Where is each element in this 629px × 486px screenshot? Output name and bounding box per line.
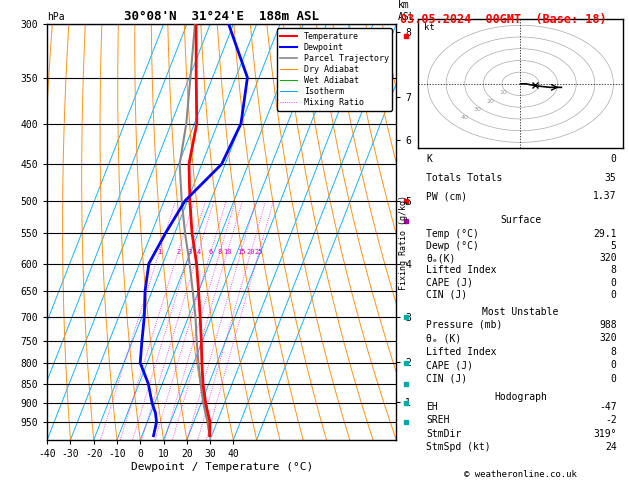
Legend: Temperature, Dewpoint, Parcel Trajectory, Dry Adiabat, Wet Adiabat, Isotherm, Mi: Temperature, Dewpoint, Parcel Trajectory… <box>277 29 392 111</box>
Text: EH: EH <box>426 402 438 412</box>
Text: Lifted Index: Lifted Index <box>426 347 497 357</box>
Text: 5: 5 <box>611 241 616 251</box>
Text: 8: 8 <box>218 248 222 255</box>
Text: 30: 30 <box>474 107 481 112</box>
Text: 20: 20 <box>247 248 255 255</box>
Text: 15: 15 <box>237 248 245 255</box>
Text: Most Unstable: Most Unstable <box>482 307 559 317</box>
Text: 0: 0 <box>611 154 616 164</box>
Text: 1: 1 <box>157 248 162 255</box>
X-axis label: Dewpoint / Temperature (°C): Dewpoint / Temperature (°C) <box>131 462 313 471</box>
Text: Temp (°C): Temp (°C) <box>426 229 479 239</box>
Text: StmSpd (kt): StmSpd (kt) <box>426 442 491 452</box>
Text: CAPE (J): CAPE (J) <box>426 278 474 288</box>
Text: 1.37: 1.37 <box>593 191 616 201</box>
Text: SREH: SREH <box>426 415 450 425</box>
Text: 20: 20 <box>487 99 494 104</box>
Text: 24: 24 <box>605 442 616 452</box>
Text: CAPE (J): CAPE (J) <box>426 360 474 370</box>
Text: kt: kt <box>424 23 435 32</box>
Text: hPa: hPa <box>47 12 65 22</box>
Text: 988: 988 <box>599 320 616 330</box>
Text: 0: 0 <box>611 278 616 288</box>
Text: 2: 2 <box>176 248 181 255</box>
Text: 8: 8 <box>611 347 616 357</box>
Text: θₑ(K): θₑ(K) <box>426 253 456 263</box>
Text: StmDir: StmDir <box>426 429 462 438</box>
Text: © weatheronline.co.uk: © weatheronline.co.uk <box>464 469 577 479</box>
Text: 4: 4 <box>196 248 201 255</box>
Text: Pressure (mb): Pressure (mb) <box>426 320 503 330</box>
Text: km
ASL: km ASL <box>398 0 415 22</box>
Text: 10: 10 <box>223 248 231 255</box>
Text: 10: 10 <box>500 90 508 95</box>
Text: 40: 40 <box>460 115 468 121</box>
Text: 0: 0 <box>611 290 616 300</box>
Text: 35: 35 <box>605 173 616 183</box>
Text: 8: 8 <box>611 265 616 276</box>
Text: -47: -47 <box>599 402 616 412</box>
Text: Fixing Ratio (g/kg): Fixing Ratio (g/kg) <box>399 195 408 291</box>
Text: -2: -2 <box>605 415 616 425</box>
Text: Hodograph: Hodograph <box>494 392 547 401</box>
Text: 320: 320 <box>599 253 616 263</box>
Text: 0: 0 <box>611 360 616 370</box>
Text: 320: 320 <box>599 333 616 343</box>
Text: Dewp (°C): Dewp (°C) <box>426 241 479 251</box>
Text: 29.1: 29.1 <box>593 229 616 239</box>
Text: 319°: 319° <box>593 429 616 438</box>
Text: 3: 3 <box>187 248 192 255</box>
Text: Lifted Index: Lifted Index <box>426 265 497 276</box>
Title: 30°08'N  31°24'E  188m ASL: 30°08'N 31°24'E 188m ASL <box>124 10 320 23</box>
Text: Surface: Surface <box>500 215 541 225</box>
Text: θₑ (K): θₑ (K) <box>426 333 462 343</box>
Text: Totals Totals: Totals Totals <box>426 173 503 183</box>
Text: PW (cm): PW (cm) <box>426 191 467 201</box>
Text: K: K <box>426 154 432 164</box>
Text: 25: 25 <box>255 248 263 255</box>
Text: 0: 0 <box>611 374 616 383</box>
Text: 03.05.2024  00GMT  (Base: 18): 03.05.2024 00GMT (Base: 18) <box>400 13 606 26</box>
Text: CIN (J): CIN (J) <box>426 290 467 300</box>
Text: 6: 6 <box>209 248 213 255</box>
Text: CIN (J): CIN (J) <box>426 374 467 383</box>
